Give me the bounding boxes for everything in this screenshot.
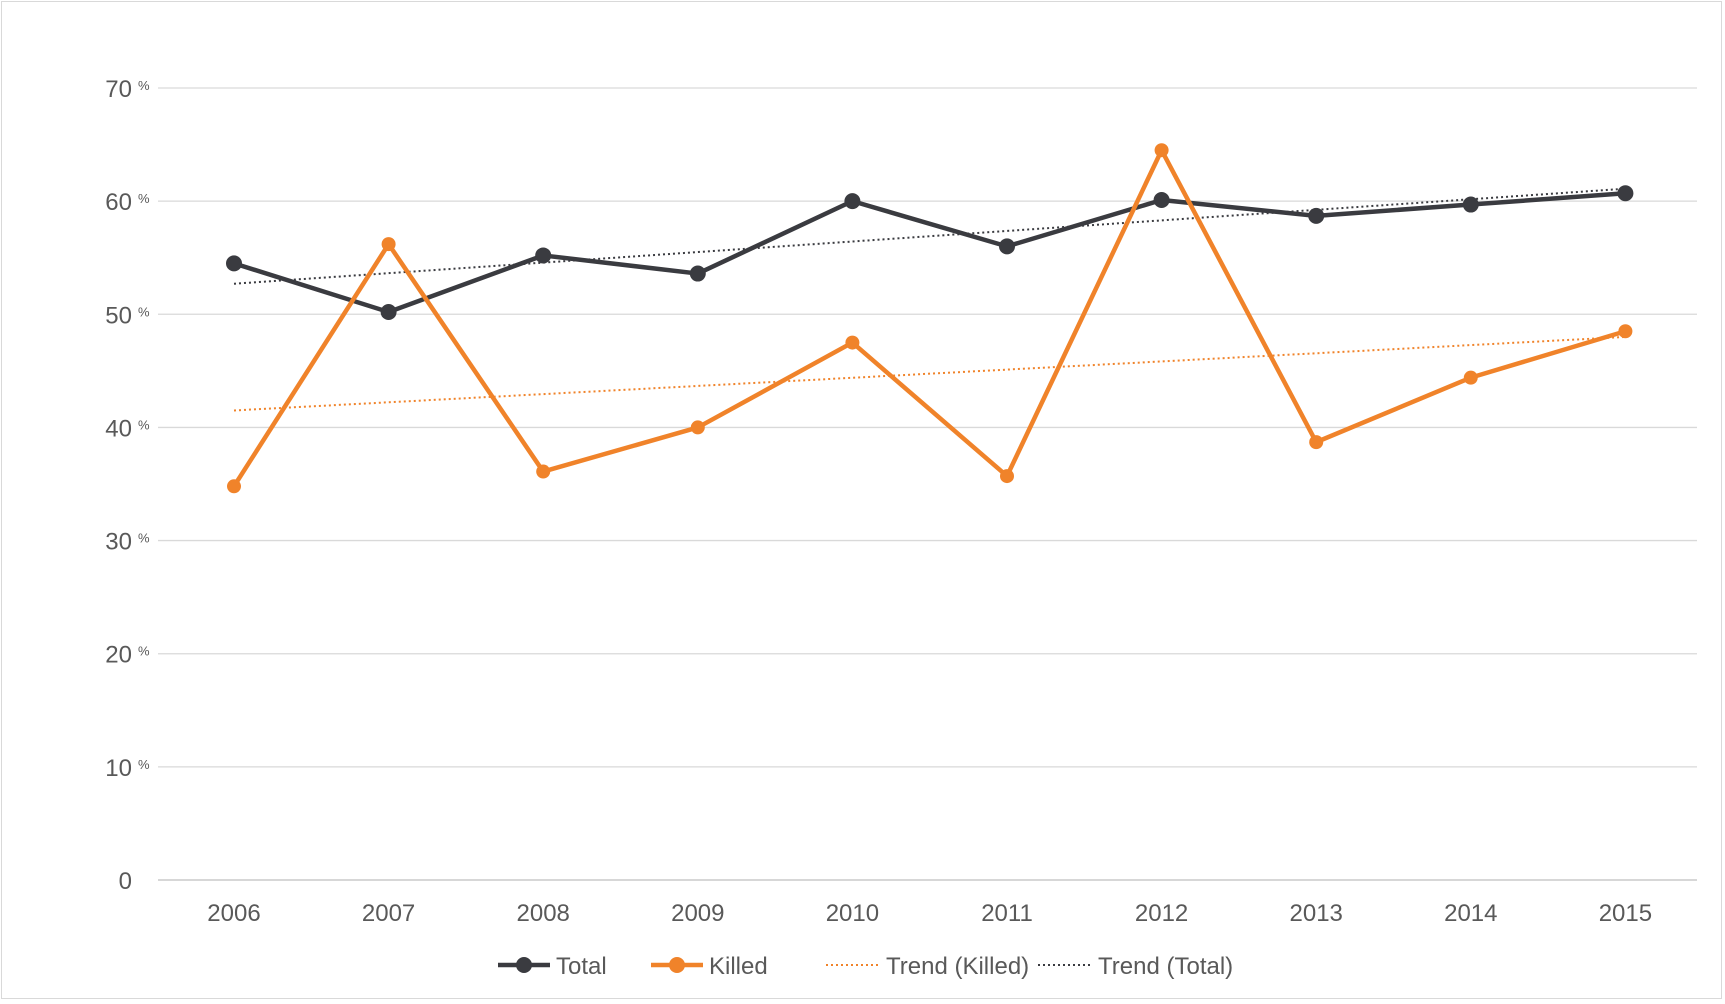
- y-tick-suffix: %: [138, 191, 150, 206]
- y-tick-label: 10: [105, 755, 132, 782]
- gridlines: [158, 87, 1697, 881]
- legend: Total Killed Trend (Killed) Trend (Total): [498, 953, 1233, 980]
- data-point-total: [689, 265, 706, 282]
- y-tick-label: 20: [105, 642, 132, 669]
- legend-item-trend-killed: Trend (Killed): [826, 953, 1029, 980]
- data-point-killed: [1463, 370, 1478, 385]
- data-point-total: [999, 238, 1015, 255]
- y-tick-suffix: %: [138, 304, 150, 319]
- x-tick-label: 2009: [671, 900, 724, 927]
- data-point-total: [1308, 207, 1325, 224]
- y-tick-suffix: %: [138, 78, 150, 93]
- data-point-total: [1462, 196, 1479, 213]
- trendline-trend-killed: [233, 335, 1626, 412]
- x-tick-label: 2015: [1599, 900, 1652, 927]
- data-point-total: [844, 193, 861, 210]
- data-point-total: [535, 247, 552, 264]
- y-tick-suffix: %: [138, 644, 150, 659]
- data-point-killed: [690, 420, 705, 435]
- y-tick-label: 40: [105, 415, 132, 442]
- data-point-killed: [1309, 435, 1324, 450]
- y-tick-label: 60: [105, 189, 132, 216]
- x-tick-label: 2010: [826, 900, 879, 927]
- data-point-killed: [845, 335, 860, 350]
- legend-item-total: Total: [498, 953, 607, 980]
- x-tick-label: 2012: [1135, 900, 1188, 927]
- data-point-killed: [1154, 143, 1169, 158]
- data-point-killed: [1618, 324, 1633, 339]
- data-point-killed: [536, 464, 551, 479]
- data-point-killed: [1000, 469, 1014, 484]
- series-line-total: [231, 190, 1628, 315]
- y-axis: 0 10 % 20 % 30 % 40 % 50 % 60 % 70%: [105, 76, 150, 895]
- series-line-killed: [231, 147, 1628, 489]
- data-point-total: [1617, 185, 1634, 202]
- y-tick-label: 30: [105, 529, 132, 556]
- legend-label: Killed: [709, 953, 768, 980]
- legend-label: Trend (Killed): [886, 953, 1029, 980]
- y-tick-label: 50: [105, 302, 132, 329]
- x-axis: 2006 2007 2008 2009 2010 2011 2012 2013 2014 2015: [207, 900, 1652, 927]
- data-point-killed: [227, 479, 241, 494]
- series: [226, 143, 1634, 494]
- legend-item-trend-total: Trend (Total): [1038, 953, 1233, 980]
- y-tick-suffix: %: [138, 757, 150, 772]
- legend-marker: [516, 957, 532, 973]
- data-point-total: [1153, 192, 1170, 209]
- x-tick-label: 2006: [207, 900, 260, 927]
- y-tick-suffix: %: [138, 417, 150, 432]
- data-point-killed: [381, 237, 396, 252]
- legend-label: Trend (Total): [1098, 953, 1233, 980]
- x-tick-label: 2013: [1290, 900, 1343, 927]
- x-tick-label: 2014: [1444, 900, 1497, 927]
- data-point-total: [226, 255, 242, 272]
- legend-label: Total: [556, 953, 607, 980]
- data-point-total: [380, 304, 397, 321]
- x-tick-label: 2007: [362, 900, 415, 927]
- trendlines: [233, 187, 1626, 412]
- legend-marker: [669, 957, 685, 973]
- x-tick-label: 2008: [517, 900, 570, 927]
- y-tick-label: 0: [119, 868, 132, 895]
- trendline-trend-total: [233, 187, 1626, 285]
- y-tick-suffix: %: [138, 531, 150, 546]
- legend-item-killed: Killed: [651, 953, 768, 980]
- y-tick-label: 70: [105, 76, 132, 103]
- x-tick-label: 2011: [981, 900, 1033, 927]
